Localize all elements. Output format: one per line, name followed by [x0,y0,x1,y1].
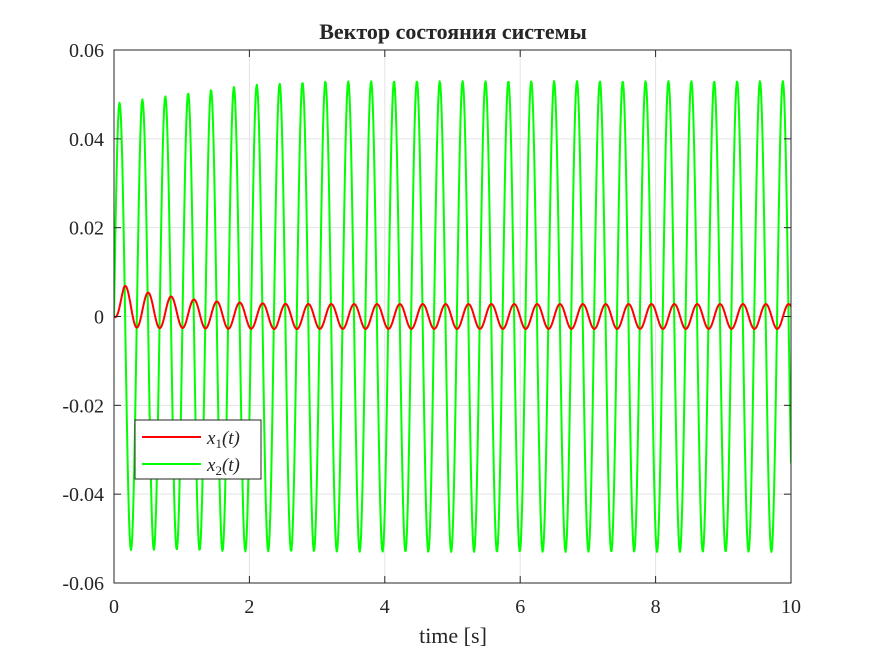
x-tick-label: 8 [651,596,661,618]
y-tick-label: 0.04 [69,129,104,151]
x-tick-label: 6 [515,596,525,618]
x-tick-label: 0 [109,596,119,618]
series-line-x2 [114,80,791,553]
y-tick-label: -0.04 [62,484,104,506]
series-line-x1 [114,284,791,331]
y-tick-labels: -0.06 -0.04 -0.02 0 0.02 0.04 0.06 [62,40,104,595]
series-group [114,80,791,553]
x-tick-label: 4 [380,596,390,618]
x-tick-labels: 0 2 4 6 8 10 [109,596,801,618]
y-tick-label: 0.06 [69,40,104,62]
legend-label-x1: x1(t) [206,428,240,451]
legend-box [134,419,262,480]
y-tick-label: 0 [94,307,104,329]
y-tick-label: -0.06 [62,573,104,595]
axis-ticks [113,49,792,584]
x-tick-label: 10 [781,596,801,618]
y-tick-label: 0.02 [69,218,104,240]
chart-title: Вектор состояния системы [319,19,587,44]
x-axis-label: time [s] [419,623,487,648]
legend-label-x2: x2(t) [206,455,240,478]
legend: x1(t) x2(t) [134,419,262,480]
y-tick-label: -0.02 [62,395,104,417]
x-tick-label: 2 [244,596,254,618]
